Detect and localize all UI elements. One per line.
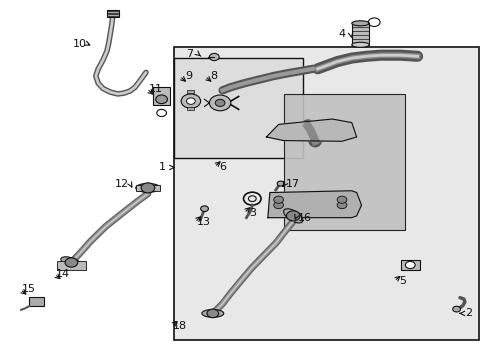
Circle shape: [273, 202, 283, 209]
Text: 13: 13: [196, 217, 210, 227]
Text: 3: 3: [249, 208, 256, 218]
Circle shape: [65, 258, 78, 267]
Text: 9: 9: [184, 71, 192, 81]
Bar: [173, 58, 303, 158]
Bar: [57, 261, 86, 270]
Bar: [29, 297, 43, 306]
Ellipse shape: [283, 209, 302, 223]
Circle shape: [209, 53, 219, 60]
Bar: [187, 90, 194, 93]
Ellipse shape: [351, 21, 368, 26]
Bar: [283, 94, 405, 230]
Bar: [187, 107, 194, 110]
Text: 12: 12: [114, 179, 128, 189]
Ellipse shape: [351, 42, 368, 47]
Text: 15: 15: [22, 284, 36, 294]
Ellipse shape: [202, 310, 224, 318]
Circle shape: [336, 202, 346, 209]
Text: 2: 2: [464, 309, 471, 318]
Text: 14: 14: [56, 269, 70, 279]
Circle shape: [215, 99, 224, 107]
Bar: [351, 23, 368, 45]
Circle shape: [273, 196, 283, 203]
Text: 8: 8: [210, 71, 217, 81]
Text: 10: 10: [73, 40, 86, 49]
Circle shape: [156, 95, 167, 104]
Text: 1: 1: [159, 162, 166, 172]
Polygon shape: [267, 191, 361, 218]
Text: 17: 17: [285, 179, 300, 189]
Circle shape: [200, 206, 208, 212]
Circle shape: [157, 109, 166, 117]
Text: 6: 6: [219, 162, 226, 172]
Text: 18: 18: [173, 321, 187, 331]
Bar: [107, 10, 119, 17]
Circle shape: [336, 196, 346, 203]
Text: 16: 16: [297, 213, 311, 222]
Circle shape: [286, 211, 300, 221]
Ellipse shape: [136, 183, 160, 192]
Bar: [173, 47, 478, 339]
Text: 11: 11: [148, 84, 163, 94]
Circle shape: [209, 95, 230, 111]
Circle shape: [405, 261, 414, 269]
Bar: [153, 87, 170, 105]
Bar: [400, 260, 419, 270]
Ellipse shape: [61, 257, 82, 268]
Circle shape: [141, 183, 155, 193]
Bar: [136, 185, 160, 191]
Text: 4: 4: [338, 29, 345, 39]
Circle shape: [206, 309, 218, 318]
Text: 7: 7: [186, 49, 193, 59]
Circle shape: [452, 306, 460, 312]
Circle shape: [277, 181, 284, 186]
Polygon shape: [266, 119, 356, 141]
Text: 5: 5: [399, 276, 406, 286]
Circle shape: [186, 98, 195, 104]
Circle shape: [181, 94, 200, 108]
